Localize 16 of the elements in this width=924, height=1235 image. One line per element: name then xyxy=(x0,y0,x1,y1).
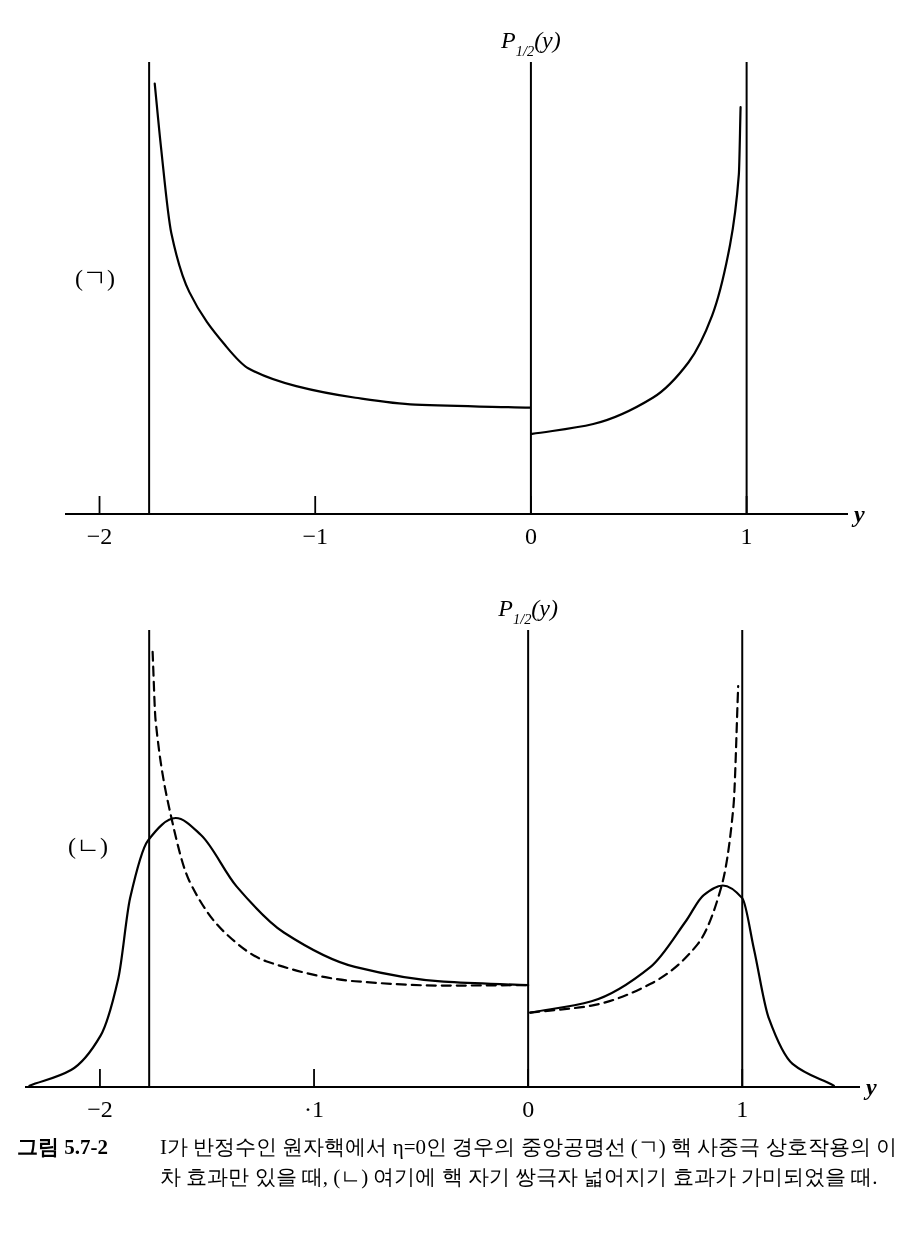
y-axis-title: P$_{1/2}$(y) xyxy=(497,595,558,627)
text: I가 반정수인 원자핵에서 η=0인 경우의 중앙공명선 (ㄱ) 핵 사중극 상호작용의 이차 효과만 있을 때, (ㄴ) 여기에 핵 자기 쌍극자 넓어지기 효과가 가미되었을 때. xyxy=(160,1134,898,1191)
x-tick-label: −1 xyxy=(302,523,328,549)
y-axis-title: P$_{1/2}$(y) xyxy=(500,27,561,59)
x-tick-label: 0 xyxy=(522,1096,535,1122)
x-tick-label: ·1 xyxy=(304,1096,325,1122)
x-tick-label: −2 xyxy=(86,523,113,549)
x-tick-label: 0 xyxy=(524,523,537,549)
x-tick-label: 1 xyxy=(740,523,753,549)
x-axis-title: y xyxy=(863,1074,877,1100)
annotation: (ㄴ) xyxy=(68,832,108,861)
x-axis-title: y xyxy=(851,501,865,527)
annotation: (ㄱ) xyxy=(75,264,115,293)
x-tick-label: −2 xyxy=(87,1096,113,1122)
x-tick-label: 1 xyxy=(736,1096,749,1122)
caption: 그림 5.7-2 xyxy=(17,1134,108,1161)
